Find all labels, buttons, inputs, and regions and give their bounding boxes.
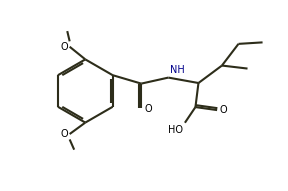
Text: O: O (145, 104, 153, 114)
Text: O: O (219, 105, 227, 115)
Text: HO: HO (168, 125, 183, 134)
Text: O: O (61, 129, 69, 139)
Text: O: O (61, 42, 69, 52)
Text: NH: NH (170, 65, 184, 74)
